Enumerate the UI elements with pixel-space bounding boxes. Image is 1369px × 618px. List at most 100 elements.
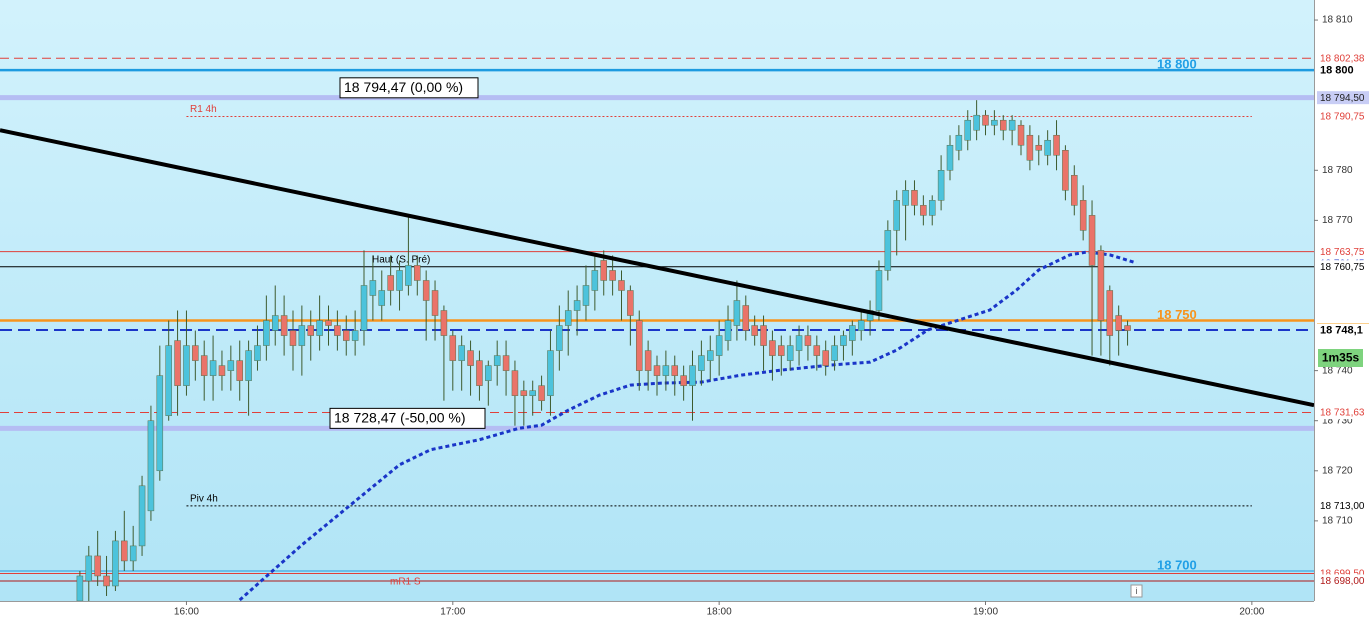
level-label-box [1317, 574, 1369, 588]
level-label: 18 731,63 [1320, 408, 1365, 419]
candle-body [129, 545, 137, 562]
candle-body [733, 300, 741, 326]
candle-body [431, 290, 439, 316]
level-note: Piv 4h [190, 493, 218, 504]
candle-body [671, 365, 679, 376]
candle-body [449, 335, 457, 361]
candle-body [343, 330, 350, 341]
candle-body [760, 325, 767, 346]
candle-body [627, 290, 634, 316]
y-tick-label: 18 770 [1322, 215, 1353, 226]
x-axis-background [0, 601, 1314, 618]
candle-body [884, 230, 892, 271]
level-note: R1 4h [190, 104, 217, 115]
candle-body [582, 285, 590, 306]
candle-body [183, 345, 190, 386]
candle-body [1124, 325, 1131, 331]
candle-body [964, 119, 971, 141]
level-label-box [1317, 260, 1369, 274]
candle-body [778, 345, 785, 356]
candle-body [165, 345, 172, 416]
x-tick-label: 16:00 [174, 607, 199, 618]
level-label: 18 763,75 [1320, 247, 1365, 258]
candle-body [396, 270, 403, 291]
candle-body [360, 285, 368, 331]
candle-body [689, 365, 696, 386]
level-note: Haut (S. Pré) [372, 254, 430, 265]
annotation-box [329, 407, 486, 429]
candle-body [547, 350, 554, 396]
candle-body [591, 270, 599, 291]
candle-body [369, 280, 377, 296]
candle-body [991, 119, 998, 126]
candle-body [1106, 290, 1114, 336]
candle-body [751, 325, 758, 336]
candle-body [1062, 150, 1069, 191]
candle-body [387, 275, 394, 291]
annotation-box [339, 77, 479, 99]
candle-body [742, 305, 750, 331]
candle-body [529, 390, 536, 396]
axes: 18 810 18 780 18 770 18 740 18 730 18 720 18 7… [174, 15, 1369, 618]
candle-body [405, 265, 412, 286]
candle-body [680, 375, 687, 386]
y-tick-label: 18 780 [1322, 165, 1353, 176]
candle-body [85, 555, 93, 582]
candle-body [414, 265, 421, 281]
candle-body [724, 320, 732, 341]
candle-body [422, 280, 430, 301]
candle-body [1097, 250, 1105, 321]
level-label: 18 698,00 [1320, 576, 1365, 587]
info-icon[interactable]: i [1136, 586, 1138, 596]
candle-body [147, 420, 155, 512]
candle-body [982, 114, 989, 126]
y-tick-label: 18 720 [1322, 465, 1353, 476]
candle-body [209, 360, 217, 376]
y-tick-label: 18 740 [1322, 365, 1353, 376]
candle-body [893, 200, 900, 231]
countdown-box [1318, 349, 1363, 367]
candle-body [875, 270, 883, 311]
candle-body [121, 540, 128, 562]
candle-body [538, 385, 545, 401]
candle-body [520, 390, 528, 396]
candle-body [1017, 124, 1025, 146]
candle-body [192, 345, 199, 361]
level-label-box [1317, 245, 1369, 259]
candle-body [644, 350, 652, 371]
candle-body [440, 310, 448, 336]
candle-body [218, 365, 226, 376]
candle-body [289, 330, 297, 346]
candle-body [662, 365, 670, 376]
candle-body [227, 360, 235, 371]
candle-body [94, 555, 101, 577]
candle-body [76, 575, 84, 602]
candle-body [1035, 144, 1043, 151]
candle-body [138, 485, 146, 547]
candle-body [609, 270, 616, 281]
candle-body [1026, 134, 1034, 161]
level-note: mR1 S [390, 577, 421, 588]
candle-body [937, 170, 945, 201]
candle-body [1044, 139, 1051, 156]
annotation-text: 18 728,47 (-50,00 %) [334, 410, 466, 426]
info-icon-box[interactable] [1130, 584, 1143, 598]
candle-body [1053, 134, 1060, 156]
candle-body [920, 205, 927, 216]
candle-body [813, 345, 821, 356]
candle-body [493, 355, 501, 366]
level-label-box [1317, 109, 1369, 123]
y-tick-label: 18 710 [1322, 516, 1353, 527]
candle-body [1071, 175, 1078, 206]
candle-body [174, 340, 181, 386]
candle-body [902, 190, 909, 206]
candle-body [795, 335, 803, 351]
candle-body [200, 355, 208, 376]
trendline [0, 128, 1315, 408]
plot-background [0, 0, 1314, 601]
candle-body [245, 350, 252, 381]
candle-body [156, 375, 164, 472]
candle-body [715, 335, 723, 356]
level-label: 18 760,75 [1320, 262, 1365, 273]
